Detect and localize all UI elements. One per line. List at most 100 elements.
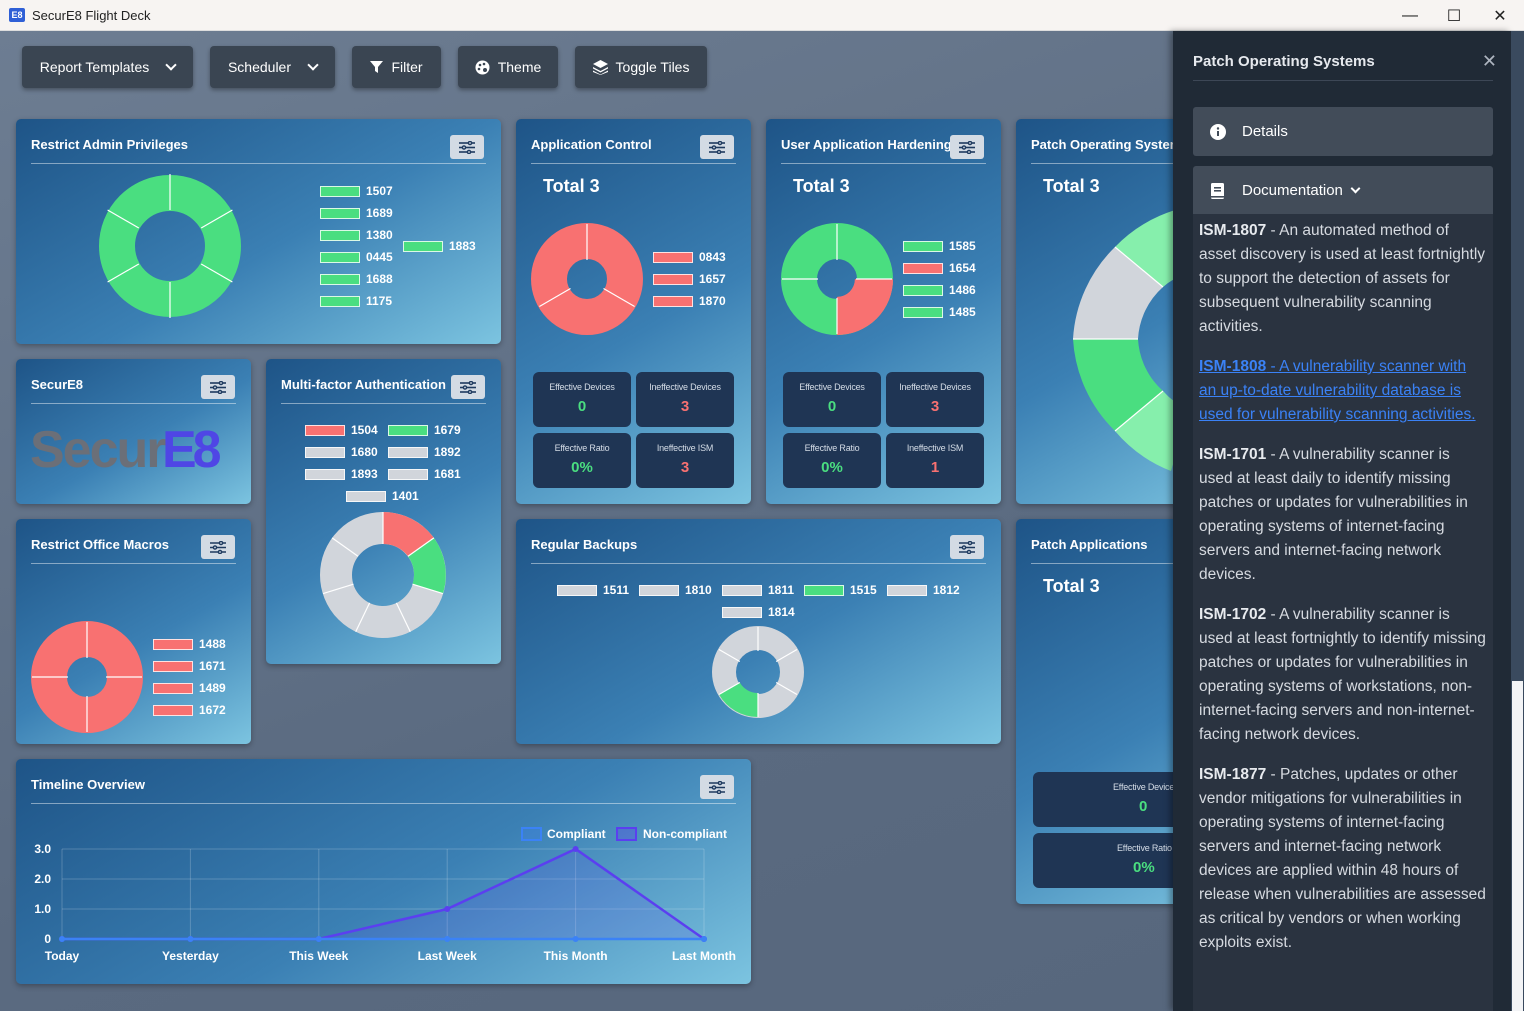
legend-swatch-non-compliant[interactable]	[616, 827, 637, 841]
effective-devices-card: Effective Devices 0	[533, 372, 631, 427]
effective-ratio-card: Effective Ratio 0%	[533, 433, 631, 488]
filter-label: Filter	[391, 59, 423, 75]
donut-chart	[531, 223, 643, 335]
window-titlebar: E8 SecurE8 Flight Deck — ☐ ✕	[0, 0, 1524, 31]
tile-title: Regular Backups	[531, 537, 638, 552]
details-label: Details	[1242, 123, 1288, 140]
legend-item: 1892	[388, 445, 461, 459]
tile-settings-button[interactable]	[950, 135, 984, 159]
documentation-label: Documentation	[1242, 182, 1343, 199]
sliders-icon	[709, 780, 725, 794]
legend-item: 1380	[320, 228, 393, 242]
window-title: SecurE8 Flight Deck	[32, 7, 151, 23]
data-point[interactable]	[59, 936, 65, 942]
legend-item: 1672	[153, 703, 226, 717]
data-point[interactable]	[444, 906, 451, 912]
legend-swatch-compliant[interactable]	[521, 827, 542, 841]
filter-button[interactable]: Filter	[352, 46, 441, 88]
tile-settings-button[interactable]	[700, 135, 734, 159]
maximize-button[interactable]: ☐	[1446, 7, 1462, 25]
tile-settings-button[interactable]	[201, 535, 235, 559]
sliders-icon	[460, 380, 476, 394]
legend-item: 1175	[320, 294, 392, 308]
report-templates-label: Report Templates	[39, 59, 150, 75]
data-point[interactable]	[572, 936, 579, 942]
tile-title: Restrict Admin Privileges	[31, 137, 189, 152]
legend-item: 1680	[305, 445, 378, 459]
y-tick-label: 3.0	[34, 842, 51, 856]
tile-title: SecurE8	[31, 377, 84, 392]
tile-settings-button[interactable]	[451, 375, 485, 399]
tile-settings-button[interactable]	[700, 775, 734, 799]
legend-item: 1883	[403, 239, 476, 253]
details-accordion[interactable]: Details	[1193, 107, 1493, 156]
data-point[interactable]	[572, 846, 579, 852]
legend-label-non-compliant[interactable]: Non-compliant	[643, 827, 727, 841]
minimize-button[interactable]: —	[1402, 6, 1418, 24]
scheduler-button[interactable]: Scheduler	[210, 46, 335, 88]
sliders-icon	[959, 140, 975, 154]
tile-multi-factor-authentication: Multi-factor Authentication 1504 1679 16…	[266, 359, 501, 664]
theme-button[interactable]: Theme	[458, 46, 558, 88]
tile-settings-button[interactable]	[950, 535, 984, 559]
info-icon	[1209, 123, 1226, 140]
close-window-button[interactable]: ✕	[1493, 7, 1507, 25]
legend-item: 1515	[804, 583, 877, 597]
legend-item: 1814	[722, 605, 795, 619]
tile-restrict-admin-privileges: Restrict Admin Privileges 1507 1689 1380…	[16, 119, 501, 344]
book-icon	[1209, 182, 1226, 199]
toggle-tiles-button[interactable]: Toggle Tiles	[575, 46, 707, 88]
legend-item: 0843	[653, 250, 726, 264]
effective-ratio-card: Effective Ratio 0%	[783, 433, 881, 488]
legend-item: 1688	[320, 272, 393, 286]
tile-title: Patch Operating Systems	[1031, 137, 1189, 152]
tile-application-control: Application Control Total 3 0843 1657 18…	[516, 119, 751, 504]
data-point[interactable]	[315, 936, 322, 942]
tile-divider	[31, 563, 236, 564]
y-tick-label: 2.0	[34, 872, 51, 886]
x-tick-label: This Week	[289, 949, 348, 963]
tile-divider	[1031, 563, 1236, 564]
legend-item: 1488	[153, 637, 226, 651]
ineffective-ism-card: Ineffective ISM 3	[636, 433, 734, 488]
legend-item: 1810	[639, 583, 712, 597]
legend-item: 1657	[653, 272, 726, 286]
tile-title: Restrict Office Macros	[31, 537, 169, 552]
ism-entry: ISM-1701 - A vulnerability scanner is us…	[1199, 446, 1468, 583]
ism-entry: ISM-1807 - An automated method of asset …	[1199, 222, 1486, 335]
legend-item: 1489	[153, 681, 226, 695]
tile-divider	[281, 403, 486, 404]
ism-entry: ISM-1702 - A vulnerability scanner is us…	[1199, 606, 1486, 743]
effective-devices-card: Effective Devices 0	[783, 372, 881, 427]
panel-close-icon[interactable]: ✕	[1481, 51, 1497, 71]
legend-item: 1893	[305, 467, 378, 481]
x-tick-label: Yesterday	[162, 949, 219, 963]
legend-item: 1681	[388, 467, 461, 481]
chevron-down-icon	[165, 59, 177, 71]
ineffective-devices-card: Ineffective Devices 3	[886, 372, 984, 427]
legend-item: 1811	[722, 583, 794, 597]
data-point[interactable]	[444, 936, 451, 942]
tile-title: Application Control	[531, 137, 652, 152]
tile-title: Timeline Overview	[31, 777, 145, 792]
palette-icon	[475, 60, 490, 74]
data-point[interactable]	[701, 936, 707, 942]
sliders-icon	[959, 540, 975, 554]
tile-regular-backups: Regular Backups 1511 1810 1811 1515 1812…	[516, 519, 1001, 744]
sliders-icon	[459, 140, 475, 154]
legend-item: 1585	[903, 239, 976, 253]
panel-scrollbar[interactable]	[1511, 31, 1524, 1011]
tile-settings-button[interactable]	[450, 135, 484, 159]
report-templates-button[interactable]: Report Templates	[22, 46, 193, 88]
sliders-icon	[709, 140, 725, 154]
legend-label-compliant[interactable]: Compliant	[547, 827, 606, 841]
ism-entry-link[interactable]: ISM-1808 - A vulnerability scanner with …	[1199, 358, 1476, 423]
documentation-accordion[interactable]: Documentation	[1193, 166, 1493, 215]
y-tick-label: 0	[44, 932, 51, 946]
total-count: Total 3	[1043, 176, 1100, 196]
secure8-logo: Secur E8	[30, 421, 225, 475]
data-point[interactable]	[187, 936, 194, 942]
donut-chart	[712, 626, 804, 718]
scrollbar-thumb[interactable]	[1512, 681, 1523, 1011]
tile-settings-button[interactable]	[201, 375, 235, 399]
